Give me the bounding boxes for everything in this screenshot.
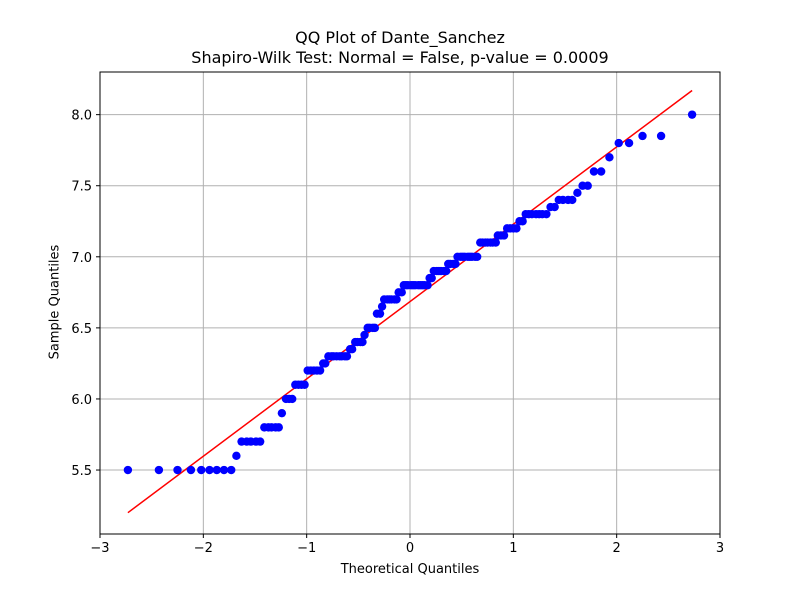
reference-line <box>127 89 693 514</box>
data-point <box>550 202 559 212</box>
y-tick-label: 6.5 <box>71 322 92 337</box>
data-point <box>300 380 309 389</box>
data-point <box>321 359 330 368</box>
data-point <box>358 337 367 347</box>
data-point <box>687 110 697 119</box>
data-point <box>205 465 214 475</box>
data-point <box>342 352 352 361</box>
data-point <box>173 465 182 475</box>
chart-subtitle: Shapiro-Wilk Test: Normal = False, p-val… <box>191 48 609 67</box>
y-tick-label: 5.5 <box>71 464 92 479</box>
data-point <box>360 330 369 340</box>
y-tick-label: 6.0 <box>71 393 92 408</box>
x-tick-label: −1 <box>297 541 316 556</box>
data-point <box>518 217 527 226</box>
data-point <box>370 323 380 333</box>
data-point <box>377 302 387 311</box>
data-point <box>573 188 582 198</box>
y-tick-label: 7.5 <box>71 180 92 195</box>
data-point <box>491 238 500 247</box>
data-point <box>186 465 196 475</box>
data-point <box>568 195 577 205</box>
x-tick-label: 2 <box>613 541 621 556</box>
data-point <box>638 131 647 141</box>
data-point <box>212 465 221 475</box>
sample-points <box>123 110 697 475</box>
chart-title: QQ Plot of Dante_Sanchez <box>295 28 505 47</box>
data-point <box>123 465 133 475</box>
data-point <box>427 273 436 283</box>
data-point <box>512 224 521 233</box>
data-point <box>605 153 614 162</box>
x-tick-label: 0 <box>406 541 414 556</box>
data-point <box>274 423 283 432</box>
y-axis-label: Sample Quantiles <box>47 244 63 360</box>
data-point <box>472 252 482 261</box>
axis-ticks: −3 −2 −1 0 1 2 3 5.5 6.0 6.5 7.0 7.5 8.0 <box>71 109 724 556</box>
data-point <box>397 288 406 297</box>
reference-line-group <box>127 89 693 514</box>
plot-frame <box>99 71 721 535</box>
data-point <box>227 465 236 475</box>
data-point <box>277 408 287 418</box>
data-point <box>315 366 325 375</box>
x-tick-label: 3 <box>716 541 724 556</box>
x-tick-label: −2 <box>194 541 213 556</box>
data-point <box>423 281 432 290</box>
data-point <box>624 138 634 148</box>
data-point <box>197 465 206 475</box>
data-point <box>451 259 460 269</box>
data-point <box>375 309 385 318</box>
data-point <box>583 181 592 190</box>
data-point <box>499 231 509 240</box>
data-point <box>154 465 164 475</box>
data-point <box>392 295 401 304</box>
data-point <box>589 167 599 176</box>
y-tick-label: 7.0 <box>71 251 92 266</box>
y-tick-label: 8.0 <box>71 109 92 124</box>
data-point <box>232 451 241 461</box>
data-point <box>219 465 229 475</box>
x-tick-label: 1 <box>509 541 517 556</box>
x-axis-label: Theoretical Quantiles <box>340 562 480 577</box>
data-point <box>614 138 623 148</box>
data-point <box>288 394 297 404</box>
data-point <box>596 167 606 176</box>
x-tick-label: −3 <box>90 541 109 556</box>
data-point <box>656 131 666 141</box>
data-point <box>441 266 451 276</box>
data-point <box>347 345 357 354</box>
data-point <box>255 437 265 446</box>
data-point <box>542 209 551 219</box>
